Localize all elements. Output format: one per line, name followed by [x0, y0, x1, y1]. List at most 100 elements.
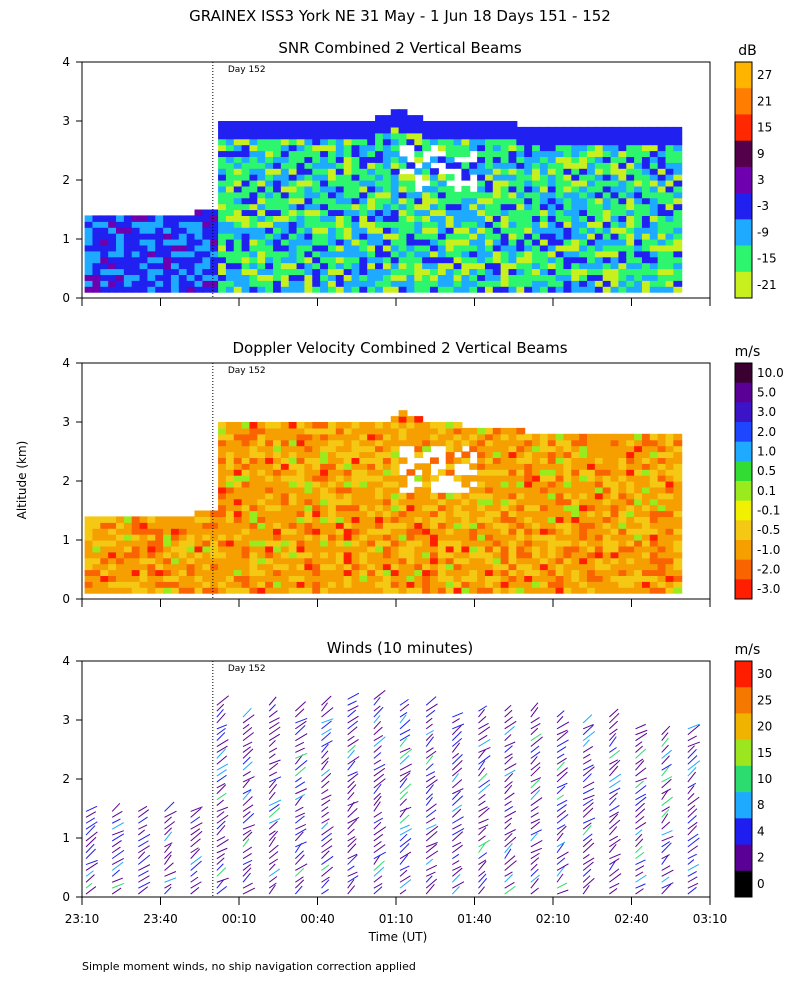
heatmap-cell: [445, 516, 455, 523]
heatmap-cell: [327, 185, 337, 193]
colorbar-tick-label: 15: [757, 121, 772, 135]
heatmap-cell: [516, 457, 526, 464]
heatmap-cell: [594, 262, 604, 270]
wind-barb: [111, 810, 123, 818]
heatmap-cell: [312, 504, 322, 512]
heatmap-cell: [626, 197, 636, 205]
heatmap-cell: [351, 469, 361, 476]
heatmap-cell: [665, 144, 675, 152]
heatmap-cell: [257, 144, 267, 152]
wind-barb: [530, 868, 539, 877]
heatmap-cell: [186, 516, 196, 523]
heatmap-cell: [320, 191, 329, 199]
wind-barb: [138, 875, 150, 883]
heatmap-cell: [477, 126, 486, 134]
heatmap-cell: [461, 227, 471, 234]
heatmap-cell: [194, 557, 204, 565]
wind-barb: [242, 779, 250, 789]
heatmap-cell: [445, 451, 455, 458]
heatmap-cell: [618, 528, 628, 535]
wind-barb: [582, 877, 595, 889]
colorbar-tick-label: -2.0: [757, 563, 780, 577]
heatmap-cell: [351, 498, 361, 506]
heatmap-cell: [84, 280, 94, 287]
heatmap-cell: [84, 569, 94, 576]
heatmap-cell: [649, 504, 659, 512]
heatmap-cell: [225, 132, 235, 140]
heatmap-cell: [641, 575, 651, 582]
wind-barb: [530, 733, 542, 742]
heatmap-cell: [430, 280, 439, 287]
wind-barb: [347, 885, 356, 895]
heatmap-cell: [563, 563, 573, 571]
heatmap-cell: [453, 132, 463, 140]
heatmap-cell: [422, 510, 432, 517]
wind-barb: [608, 732, 617, 741]
heatmap-cell: [116, 557, 125, 565]
heatmap-cell: [390, 221, 400, 228]
heatmap-cell: [634, 433, 643, 441]
heatmap-cell: [116, 227, 125, 234]
heatmap-cell: [437, 498, 447, 506]
heatmap-cell: [367, 150, 377, 157]
heatmap-cell: [524, 174, 534, 181]
wind-barb: [556, 843, 565, 854]
wind-barb: [661, 855, 669, 865]
heatmap-cell: [469, 162, 479, 169]
heatmap-cell: [500, 162, 510, 169]
heatmap-cell: [335, 498, 345, 506]
heatmap-cell: [123, 587, 133, 594]
heatmap-cell: [280, 551, 290, 559]
heatmap-cell: [579, 445, 589, 453]
heatmap-cell: [382, 233, 392, 240]
wind-barb: [504, 753, 513, 759]
wind-barb: [295, 812, 306, 818]
heatmap-cell: [218, 156, 227, 163]
heatmap-cell: [382, 227, 392, 234]
heatmap-cell: [594, 215, 604, 222]
heatmap-cell: [571, 469, 581, 476]
heatmap-cell: [437, 185, 447, 193]
heatmap-cell: [296, 209, 306, 216]
heatmap-cell: [579, 510, 589, 517]
x-axis-title: Time (UT): [368, 930, 428, 944]
heatmap-cell: [288, 587, 298, 594]
heatmap-cell: [186, 545, 196, 553]
wind-barb: [609, 838, 621, 848]
wind-barb: [347, 828, 355, 836]
heatmap-cell: [100, 569, 110, 576]
heatmap-cell: [155, 244, 165, 252]
wind-barb: [399, 851, 412, 860]
heatmap-cell: [626, 439, 636, 447]
heatmap-cell: [265, 534, 275, 541]
heatmap-cell: [320, 233, 329, 240]
heatmap-cell: [587, 280, 596, 287]
heatmap-cell: [414, 215, 424, 222]
heatmap-cell: [320, 551, 329, 559]
heatmap-cell: [147, 587, 157, 594]
wind-barb: [635, 758, 644, 765]
heatmap-cell: [343, 433, 353, 441]
heatmap-cell: [233, 138, 243, 146]
heatmap-cell: [280, 239, 290, 246]
heatmap-cell: [437, 262, 447, 270]
heatmap-cell: [587, 203, 596, 211]
heatmap-cell: [288, 262, 298, 270]
heatmap-cell: [131, 534, 141, 541]
heatmap-cell: [233, 534, 243, 541]
heatmap-cell: [210, 528, 220, 535]
heatmap-cell: [649, 557, 659, 565]
heatmap-cell: [563, 180, 573, 187]
heatmap-cell: [587, 191, 596, 199]
heatmap-cell: [218, 457, 227, 464]
heatmap-cell: [477, 191, 486, 199]
heatmap-cell: [539, 239, 549, 246]
heatmap-cell: [673, 475, 683, 482]
heatmap-cell: [273, 203, 282, 211]
heatmap-cell: [406, 551, 416, 559]
heatmap-cell: [516, 439, 526, 447]
heatmap-cell: [265, 180, 275, 187]
heatmap-cell: [547, 575, 557, 582]
wind-barb: [347, 780, 355, 789]
heatmap-cell: [673, 233, 683, 240]
